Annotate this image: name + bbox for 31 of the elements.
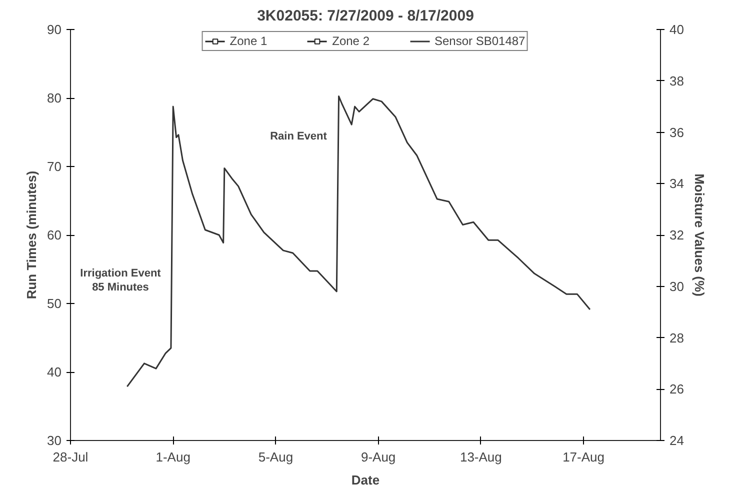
y2-tick-label: 26 bbox=[670, 382, 684, 397]
y-tick-label: 60 bbox=[47, 228, 62, 242]
chart-title: 3K02055: 7/27/2009 - 8/17/2009 bbox=[257, 8, 474, 24]
x-tick-label: 1-Aug bbox=[156, 450, 190, 464]
y2-tick-label: 24 bbox=[670, 433, 684, 448]
y2-tick-label: 30 bbox=[670, 278, 684, 294]
x-tick-label: 17-Aug bbox=[562, 450, 605, 464]
legend-label: Zone 1 bbox=[230, 34, 268, 48]
y-tick-label: 90 bbox=[47, 22, 62, 37]
y2-tick-label: 38 bbox=[670, 73, 684, 88]
y-tick-label: 40 bbox=[47, 364, 62, 380]
y-tick-label: 30 bbox=[47, 433, 62, 448]
annotation: Rain Event bbox=[270, 130, 328, 142]
legend-label: Zone 2 bbox=[332, 34, 370, 48]
legend-label: Sensor SB01487 bbox=[434, 34, 526, 48]
y2-axis-title: Moisture Values (%) bbox=[692, 174, 707, 296]
x-tick-label: 9-Aug bbox=[360, 450, 396, 464]
annotation: Irrigation Event 85 Minutes bbox=[80, 267, 162, 294]
y2-tick-label: 36 bbox=[670, 124, 684, 140]
y2-tick-label: 28 bbox=[670, 330, 684, 346]
x-tick-label: 5-Aug bbox=[258, 450, 294, 464]
x-tick-label: 13-Aug bbox=[460, 450, 502, 464]
y-tick-label: 70 bbox=[47, 159, 62, 174]
y-axis-title: Run Times (minutes) bbox=[24, 170, 40, 300]
y2-tick-label: 32 bbox=[670, 228, 684, 242]
y2-tick-label: 34 bbox=[670, 176, 684, 192]
y-tick-label: 50 bbox=[47, 296, 62, 311]
y-tick-label: 80 bbox=[47, 90, 62, 106]
x-tick-label: 28-Jul bbox=[52, 450, 88, 464]
y2-tick-label: 40 bbox=[670, 22, 684, 37]
x-axis-title: Date bbox=[351, 472, 380, 488]
